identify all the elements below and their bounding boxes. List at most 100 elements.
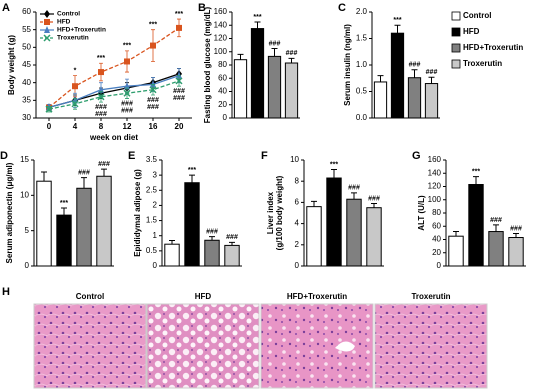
- marker: [150, 80, 156, 88]
- error-bar: [377, 75, 384, 82]
- bar: [366, 207, 382, 267]
- legend-label: HFD: [463, 27, 480, 36]
- significance: ***: [188, 167, 196, 174]
- y-tick-label: 160: [428, 155, 442, 164]
- significance: ###: [147, 104, 159, 111]
- significance: ###: [95, 111, 107, 118]
- y-tick-label: 40: [432, 235, 441, 244]
- y-tick-label: 3: [153, 170, 158, 179]
- bar: [96, 175, 112, 267]
- histology-panel: H Control HFD HFD+Troxerutin Troxerutin: [2, 286, 488, 389]
- significance: ###: [147, 97, 159, 104]
- error-bar: [453, 231, 459, 237]
- legend-swatch: [451, 27, 461, 37]
- error-bar: [288, 57, 295, 64]
- y-tick-label: 10: [20, 190, 29, 199]
- x-tick-label: 12: [123, 122, 132, 131]
- y-tick-label: 60: [22, 7, 31, 16]
- error-bar: [61, 207, 67, 216]
- error-bar: [229, 241, 235, 246]
- y-tick-label: 15: [20, 155, 29, 164]
- error-bar: [473, 176, 479, 185]
- y-axis-label: Serum insulin (ng/ml): [343, 24, 352, 106]
- y-tick-label: 80: [432, 208, 441, 217]
- bar: [306, 206, 322, 267]
- y-tick-label: 3.5: [146, 155, 158, 164]
- error-bar: [101, 168, 107, 177]
- bar: [407, 77, 422, 119]
- significance: ###: [490, 217, 502, 224]
- legend-swatch: [451, 59, 461, 69]
- micrograph: [33, 303, 147, 389]
- y-tick-label: 0.5: [356, 87, 368, 96]
- marker: [176, 24, 182, 31]
- y-tick-label: 30: [22, 113, 31, 122]
- error-bar: [189, 174, 195, 183]
- series-line: [48, 80, 180, 110]
- panel-letter: E: [128, 150, 135, 162]
- legend-label: Control: [463, 11, 491, 20]
- y-tick-label: 100: [214, 47, 228, 56]
- marker: [71, 100, 79, 108]
- y-tick-label: 80: [218, 60, 227, 69]
- y-tick-label: 40: [218, 87, 227, 96]
- bar: [424, 83, 439, 119]
- legend-label: HFD+Troxerutin: [57, 27, 106, 34]
- significance: ***: [60, 200, 68, 207]
- error-bar: [209, 236, 215, 241]
- micrograph: [260, 303, 374, 389]
- error-bar: [237, 53, 244, 60]
- bar: [346, 198, 362, 267]
- error-bar: [493, 224, 499, 232]
- error-bar: [331, 169, 337, 179]
- series-line: [48, 74, 180, 109]
- marker: [72, 83, 78, 90]
- marker: [124, 58, 130, 65]
- image-label: HFD: [195, 292, 212, 301]
- significance: ###: [121, 107, 133, 114]
- bar: [468, 184, 484, 267]
- marker: [175, 77, 183, 85]
- y-tick-label: 40: [22, 78, 31, 87]
- y-tick-label: 0: [295, 261, 300, 270]
- marker: [124, 82, 130, 90]
- marker: [150, 42, 156, 49]
- error-bar: [169, 240, 175, 245]
- error-bar: [371, 202, 377, 208]
- significance: ###: [409, 62, 421, 69]
- bar: [184, 182, 200, 267]
- y-tick-label: 100: [428, 195, 442, 204]
- bar: [284, 62, 299, 119]
- error-bar: [428, 76, 435, 84]
- x-tick-label: 20: [175, 122, 184, 131]
- y-tick-label: 55: [22, 25, 31, 34]
- legend-label: Troxerutin: [463, 59, 502, 68]
- significance: ###: [368, 195, 380, 202]
- y-tick-label: 0: [437, 261, 442, 270]
- y-tick-label: 20: [432, 248, 441, 257]
- y-tick-label: 0.5: [146, 246, 158, 255]
- y-tick-label: 5: [25, 226, 30, 235]
- significance: ###: [269, 40, 281, 47]
- y-axis-label: Serum adiponectin (μg/ml): [5, 162, 14, 263]
- y-tick-label: 1.5: [356, 34, 368, 43]
- y-tick-label: 1: [153, 231, 158, 240]
- error-bar: [513, 233, 519, 238]
- legend-marker: [43, 34, 51, 42]
- bar: [164, 243, 180, 267]
- significance: ###: [98, 161, 110, 168]
- bar: [373, 81, 388, 119]
- significance: ###: [173, 88, 185, 95]
- panel-letter: G: [412, 150, 421, 162]
- y-tick-label: 60: [432, 221, 441, 230]
- panel-letter: B: [198, 2, 206, 14]
- y-tick-label: 0: [25, 261, 30, 270]
- significance: ***: [175, 11, 183, 18]
- y-tick-label: 120: [214, 34, 228, 43]
- bar: [250, 28, 265, 119]
- marker: [45, 105, 53, 113]
- error-bar: [254, 21, 261, 29]
- significance: ###: [348, 185, 360, 192]
- y-tick-label: 60: [218, 73, 227, 82]
- panel-letter: A: [2, 2, 10, 14]
